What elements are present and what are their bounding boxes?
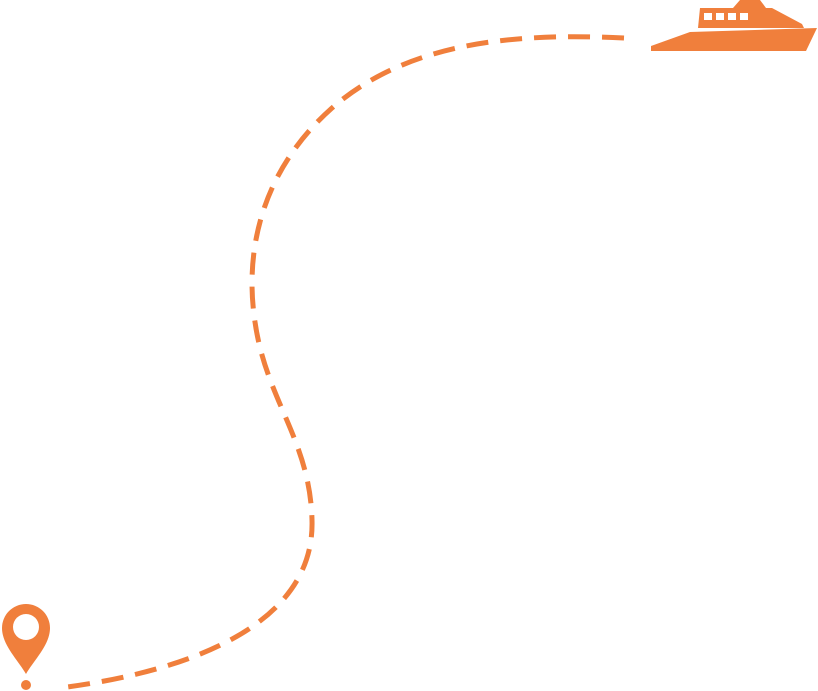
ship-window <box>704 13 712 20</box>
ship-hull <box>651 28 817 51</box>
dashed-route <box>59 34 625 691</box>
location-pin <box>2 604 50 690</box>
ship-window <box>728 13 736 20</box>
ship-window <box>740 13 748 20</box>
pin-dot <box>21 680 31 690</box>
ship-mast <box>733 0 766 8</box>
ship-cabin <box>698 8 804 28</box>
ship-icon <box>651 0 817 51</box>
pin-hole <box>13 614 39 640</box>
ship-window <box>716 13 724 20</box>
